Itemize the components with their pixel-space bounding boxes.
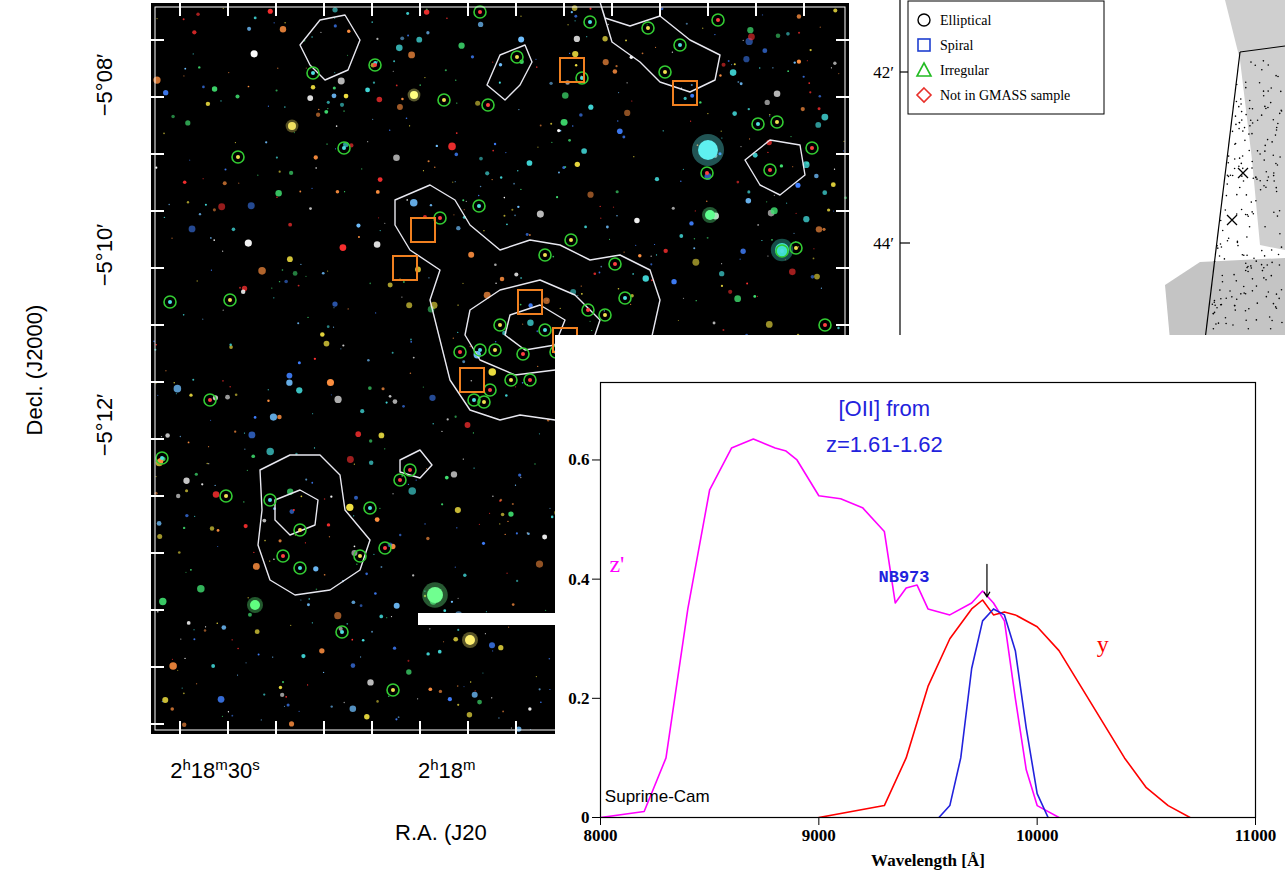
- svg-text:Irregular: Irregular: [940, 63, 989, 78]
- svg-text:Suprime-Cam: Suprime-Cam: [605, 787, 710, 806]
- svg-text:Elliptical: Elliptical: [940, 13, 991, 28]
- svg-text:44′: 44′: [873, 234, 894, 253]
- svg-text:11000: 11000: [1235, 826, 1277, 845]
- svg-text:−5°08′: −5°08′: [92, 54, 117, 116]
- svg-text:42′: 42′: [873, 63, 894, 82]
- svg-text:0: 0: [581, 808, 590, 827]
- svg-text:10000: 10000: [1016, 826, 1059, 845]
- svg-text:2h18m30s: 2h18m30s: [170, 756, 260, 784]
- svg-text:z=1.61-1.62: z=1.61-1.62: [826, 432, 943, 457]
- svg-text:0.2: 0.2: [568, 689, 589, 708]
- svg-text:Not in GMASS sample: Not in GMASS sample: [940, 88, 1070, 103]
- svg-text:2h18m: 2h18m: [418, 756, 476, 784]
- svg-text:0.6: 0.6: [568, 450, 589, 469]
- svg-text:0.4: 0.4: [568, 570, 590, 589]
- svg-text:−5°12′: −5°12′: [92, 394, 117, 456]
- svg-text:y: y: [1097, 631, 1109, 657]
- svg-text:[OII] from: [OII] from: [838, 396, 930, 421]
- svg-text:NB973: NB973: [878, 568, 929, 587]
- svg-text:Spiral: Spiral: [940, 38, 974, 53]
- svg-text:−5°10′: −5°10′: [92, 224, 117, 286]
- svg-text:9000: 9000: [802, 826, 836, 845]
- svg-text:Decl. (J2000): Decl. (J2000): [22, 305, 47, 436]
- svg-text:z': z': [609, 551, 624, 577]
- svg-text:R.A. (J20: R.A. (J20: [395, 820, 487, 845]
- svg-text:Wavelength [Å]: Wavelength [Å]: [871, 851, 985, 870]
- svg-text:8000: 8000: [584, 826, 618, 845]
